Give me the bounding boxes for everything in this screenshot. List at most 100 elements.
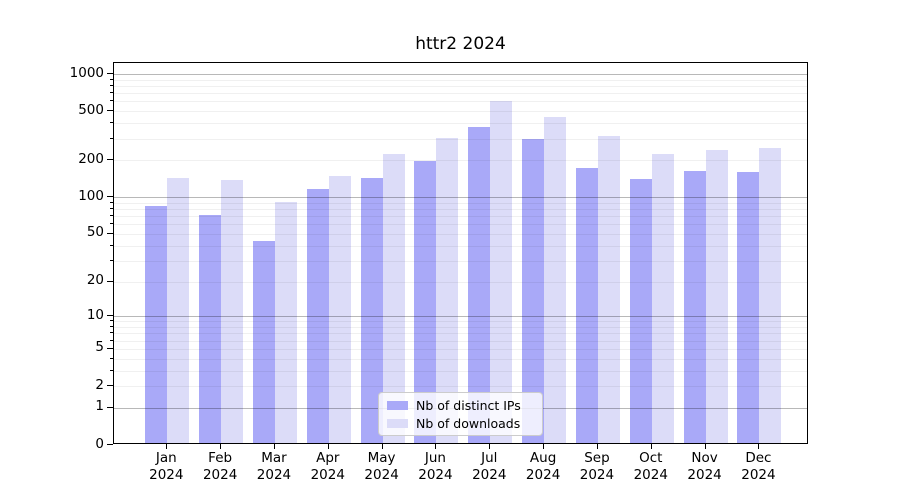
minor-gridline	[114, 160, 807, 162]
y-minor-tick	[110, 122, 113, 124]
x-tick	[543, 444, 545, 449]
y-minor-tick	[110, 84, 113, 86]
y-tick-label: 100	[78, 187, 104, 204]
y-tick	[107, 110, 113, 112]
y-tick	[107, 385, 113, 386]
bar-ips-dec	[737, 171, 760, 443]
bar-downloads-aug	[544, 117, 567, 443]
x-tick-label: Mar 2024	[256, 450, 292, 483]
y-tick-label: 200	[78, 150, 104, 167]
bar-ips-may	[360, 177, 383, 443]
x-tick	[489, 444, 491, 449]
y-minor-tick	[110, 201, 113, 203]
y-tick-label: 10	[86, 306, 104, 323]
y-tick-label: 50	[86, 224, 104, 241]
bar-ips-jun	[414, 161, 437, 443]
x-tick	[381, 444, 383, 449]
y-tick	[107, 444, 113, 445]
major-gridline	[114, 316, 807, 318]
y-minor-tick	[110, 137, 113, 139]
y-tick-label: 5	[95, 339, 104, 356]
minor-gridline	[114, 85, 807, 87]
bar-downloads-apr	[328, 175, 351, 443]
legend-label-downloads: Nb of downloads	[416, 415, 521, 431]
bar-downloads-jun	[436, 137, 459, 443]
y-tick	[107, 315, 113, 317]
minor-gridline	[114, 386, 807, 387]
minor-gridline	[114, 260, 807, 262]
plot-canvas	[114, 63, 807, 443]
bar-ips-sep	[575, 167, 598, 443]
bar-downloads-nov	[705, 150, 728, 443]
legend-label-distinct-ips: Nb of distinct IPs	[416, 397, 521, 413]
minor-gridline	[114, 245, 807, 247]
y-tick-label: 2	[95, 376, 104, 393]
y-minor-tick	[110, 215, 113, 217]
x-tick	[650, 444, 652, 449]
y-minor-tick	[110, 339, 113, 341]
y-tick	[107, 406, 113, 408]
minor-gridline	[114, 327, 807, 328]
legend: Nb of distinct IPs Nb of downloads	[378, 392, 543, 436]
y-minor-tick	[110, 78, 113, 80]
legend-swatch-distinct-ips-icon	[387, 400, 408, 410]
y-minor-tick	[110, 326, 113, 327]
minor-gridline	[114, 333, 807, 335]
y-minor-tick	[110, 223, 113, 225]
x-tick-label: May 2024	[364, 450, 399, 483]
minor-gridline	[114, 79, 807, 81]
x-tick	[273, 444, 275, 449]
y-tick-label: 1	[95, 398, 104, 415]
y-tick	[107, 73, 113, 74]
y-tick-label: 20	[86, 272, 104, 288]
y-tick	[107, 280, 113, 282]
minor-gridline	[114, 138, 807, 140]
y-minor-tick	[110, 357, 113, 359]
minor-gridline	[114, 123, 807, 125]
x-tick-label: Nov 2024	[687, 450, 722, 483]
y-minor-tick	[110, 100, 113, 102]
minor-gridline	[114, 101, 807, 103]
y-minor-tick	[110, 369, 113, 371]
x-tick	[435, 444, 437, 449]
x-tick-label: Apr 2024	[310, 450, 345, 483]
legend-row-downloads: Nb of downloads	[385, 416, 536, 431]
y-tick-label: 0	[95, 435, 104, 452]
minor-gridline	[114, 111, 807, 113]
bar-downloads-may	[382, 154, 405, 443]
minor-gridline	[114, 358, 807, 360]
legend-swatch-downloads-icon	[387, 418, 408, 428]
minor-gridline	[114, 216, 807, 218]
x-tick	[596, 444, 598, 449]
bar-downloads-sep	[597, 136, 620, 443]
major-gridline	[114, 74, 807, 75]
bar-ips-nov	[683, 171, 706, 443]
minor-gridline	[114, 224, 807, 226]
x-tick-label: Jul 2024	[472, 450, 507, 483]
x-tick	[327, 444, 329, 449]
chart-title: httr2 2024	[415, 34, 506, 54]
bar-ips-jul	[468, 126, 491, 443]
y-tick	[107, 196, 113, 198]
y-tick	[107, 159, 113, 161]
y-tick-label: 1000	[69, 64, 104, 81]
bar-downloads-dec	[759, 148, 782, 443]
bar-ips-oct	[629, 178, 652, 443]
y-minor-tick	[110, 92, 113, 94]
x-tick-label: Jun 2024	[418, 450, 453, 483]
x-tick-label: Feb 2024	[202, 450, 238, 483]
y-tick	[107, 232, 113, 234]
bar-downloads-mar	[274, 202, 297, 443]
bar-downloads-jul	[490, 100, 513, 443]
minor-gridline	[114, 209, 807, 211]
x-tick-label: Oct 2024	[633, 450, 668, 483]
bar-downloads-oct	[651, 153, 674, 443]
x-tick	[704, 444, 706, 449]
bar-ips-mar	[252, 240, 275, 443]
bar-ips-feb	[199, 214, 222, 443]
y-minor-tick	[110, 208, 113, 210]
minor-gridline	[114, 348, 807, 350]
x-tick-label: Dec 2024	[741, 450, 776, 483]
minor-gridline	[114, 281, 807, 283]
